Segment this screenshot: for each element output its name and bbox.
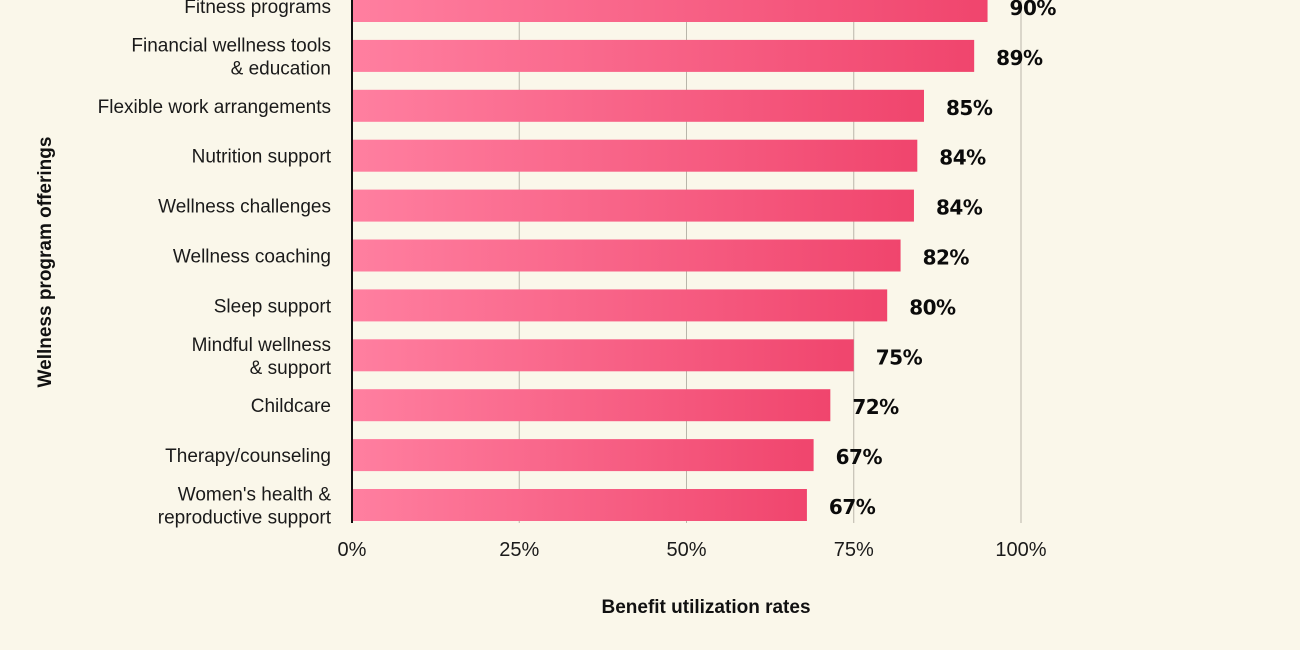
category-label: Wellness challenges bbox=[158, 197, 331, 218]
value-label: 80% bbox=[909, 295, 956, 319]
bar bbox=[352, 389, 831, 422]
value-label: 72% bbox=[852, 395, 899, 419]
category-label: Wellness coaching bbox=[173, 247, 331, 268]
bar-layer bbox=[352, 0, 988, 521]
category-label: Flexible work arrangements bbox=[98, 97, 331, 118]
bar bbox=[352, 239, 901, 272]
bar bbox=[352, 39, 975, 72]
x-tick-label: 75% bbox=[834, 539, 874, 561]
value-label: 67% bbox=[836, 445, 883, 469]
x-tick-label: 100% bbox=[995, 539, 1046, 561]
bar bbox=[352, 289, 888, 322]
value-label: 84% bbox=[936, 196, 983, 220]
value-label: 82% bbox=[923, 246, 970, 270]
label-layer: 0% 25% 50% 75% 100% 90% Fitness programs 89% Fin… bbox=[98, 0, 1057, 561]
value-label: 75% bbox=[876, 345, 923, 369]
bar bbox=[352, 0, 988, 22]
bar bbox=[352, 439, 814, 472]
bar bbox=[352, 339, 854, 372]
category-label: Women's health & reproductive support bbox=[158, 485, 332, 529]
category-label: Financial wellness tools & education bbox=[131, 35, 331, 79]
category-label: Fitness programs bbox=[184, 0, 331, 18]
bar bbox=[352, 189, 914, 222]
value-label: 90% bbox=[1010, 0, 1057, 20]
y-axis-title: Wellness program offerings bbox=[35, 137, 56, 388]
category-label: Sleep support bbox=[214, 296, 332, 317]
value-label: 84% bbox=[939, 146, 986, 170]
x-axis-title: Benefit utilization rates bbox=[601, 597, 810, 618]
x-tick-label: 0% bbox=[338, 539, 367, 561]
category-label: Childcare bbox=[251, 396, 331, 417]
x-tick-label: 25% bbox=[499, 539, 539, 561]
value-label: 67% bbox=[829, 495, 876, 519]
bar bbox=[352, 139, 918, 172]
value-label: 89% bbox=[996, 46, 1043, 70]
category-label: Therapy/counseling bbox=[165, 446, 331, 467]
category-label: Nutrition support bbox=[192, 147, 332, 168]
bar bbox=[352, 489, 807, 521]
category-label: Mindful wellness & support bbox=[192, 335, 332, 379]
value-label: 85% bbox=[946, 96, 993, 120]
bar bbox=[352, 89, 924, 122]
x-tick-label: 50% bbox=[666, 539, 706, 561]
